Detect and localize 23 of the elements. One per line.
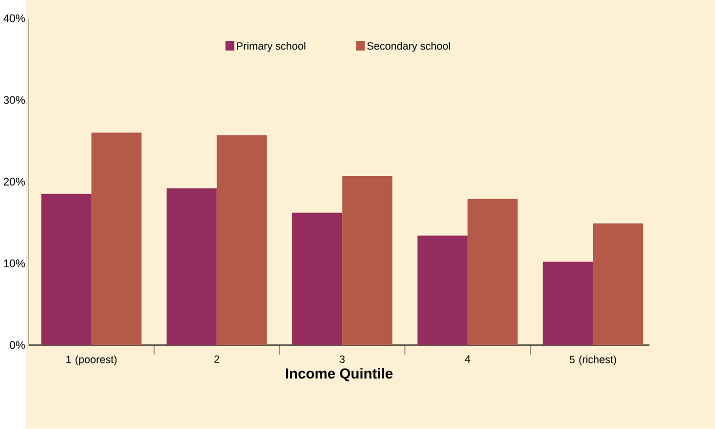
y-tick-label: 0%	[10, 341, 25, 350]
bar	[292, 212, 342, 346]
y-tick-label: 40%	[3, 14, 25, 22]
y-tick-label: 10%	[4, 260, 25, 268]
bar	[216, 135, 267, 346]
bar	[542, 262, 593, 346]
legend-label: Primary school	[237, 42, 306, 52]
bar	[342, 176, 392, 346]
x-axis-title: Income Quintile	[286, 368, 393, 382]
bar	[592, 223, 644, 346]
bar	[417, 236, 468, 346]
x-tick-label: 5 (richest)	[570, 355, 616, 366]
bar	[166, 188, 217, 346]
x-tick-label: 4	[464, 355, 470, 363]
bar	[91, 132, 142, 346]
legend-label: Secondary school	[367, 42, 450, 52]
y-tick-label: 30%	[4, 96, 25, 104]
x-tick-label: 1 (poorest)	[66, 355, 117, 366]
y-tick-label: 20%	[4, 178, 25, 186]
bar	[41, 194, 92, 346]
x-tick-label: 3	[340, 355, 345, 363]
bar	[468, 198, 518, 346]
x-tick-label: 2	[214, 355, 220, 363]
